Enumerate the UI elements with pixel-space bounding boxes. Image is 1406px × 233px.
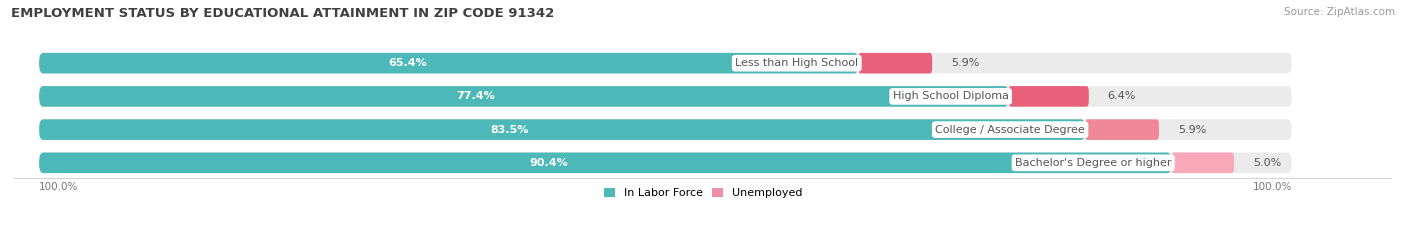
Text: 100.0%: 100.0% xyxy=(39,182,79,192)
Text: 6.4%: 6.4% xyxy=(1108,91,1136,101)
Legend: In Labor Force, Unemployed: In Labor Force, Unemployed xyxy=(603,188,803,198)
FancyBboxPatch shape xyxy=(39,53,858,73)
Text: 77.4%: 77.4% xyxy=(456,91,495,101)
Text: 5.9%: 5.9% xyxy=(1178,125,1206,135)
Text: Bachelor's Degree or higher: Bachelor's Degree or higher xyxy=(1015,158,1171,168)
Text: Less than High School: Less than High School xyxy=(735,58,858,68)
Text: 65.4%: 65.4% xyxy=(388,58,427,68)
FancyBboxPatch shape xyxy=(39,153,1292,173)
Text: High School Diploma: High School Diploma xyxy=(893,91,1008,101)
Text: 5.0%: 5.0% xyxy=(1253,158,1281,168)
FancyBboxPatch shape xyxy=(39,53,1292,73)
FancyBboxPatch shape xyxy=(858,53,932,73)
FancyBboxPatch shape xyxy=(39,119,1292,140)
FancyBboxPatch shape xyxy=(39,153,1171,173)
FancyBboxPatch shape xyxy=(39,86,1008,107)
FancyBboxPatch shape xyxy=(1008,86,1088,107)
FancyBboxPatch shape xyxy=(39,86,1292,107)
Text: College / Associate Degree: College / Associate Degree xyxy=(935,125,1085,135)
FancyBboxPatch shape xyxy=(39,119,1085,140)
Text: EMPLOYMENT STATUS BY EDUCATIONAL ATTAINMENT IN ZIP CODE 91342: EMPLOYMENT STATUS BY EDUCATIONAL ATTAINM… xyxy=(11,7,554,20)
Text: 5.9%: 5.9% xyxy=(950,58,980,68)
Text: 90.4%: 90.4% xyxy=(529,158,568,168)
FancyBboxPatch shape xyxy=(1085,119,1159,140)
Text: 100.0%: 100.0% xyxy=(1253,182,1292,192)
Text: 83.5%: 83.5% xyxy=(491,125,529,135)
Text: Source: ZipAtlas.com: Source: ZipAtlas.com xyxy=(1284,7,1395,17)
FancyBboxPatch shape xyxy=(1171,153,1234,173)
